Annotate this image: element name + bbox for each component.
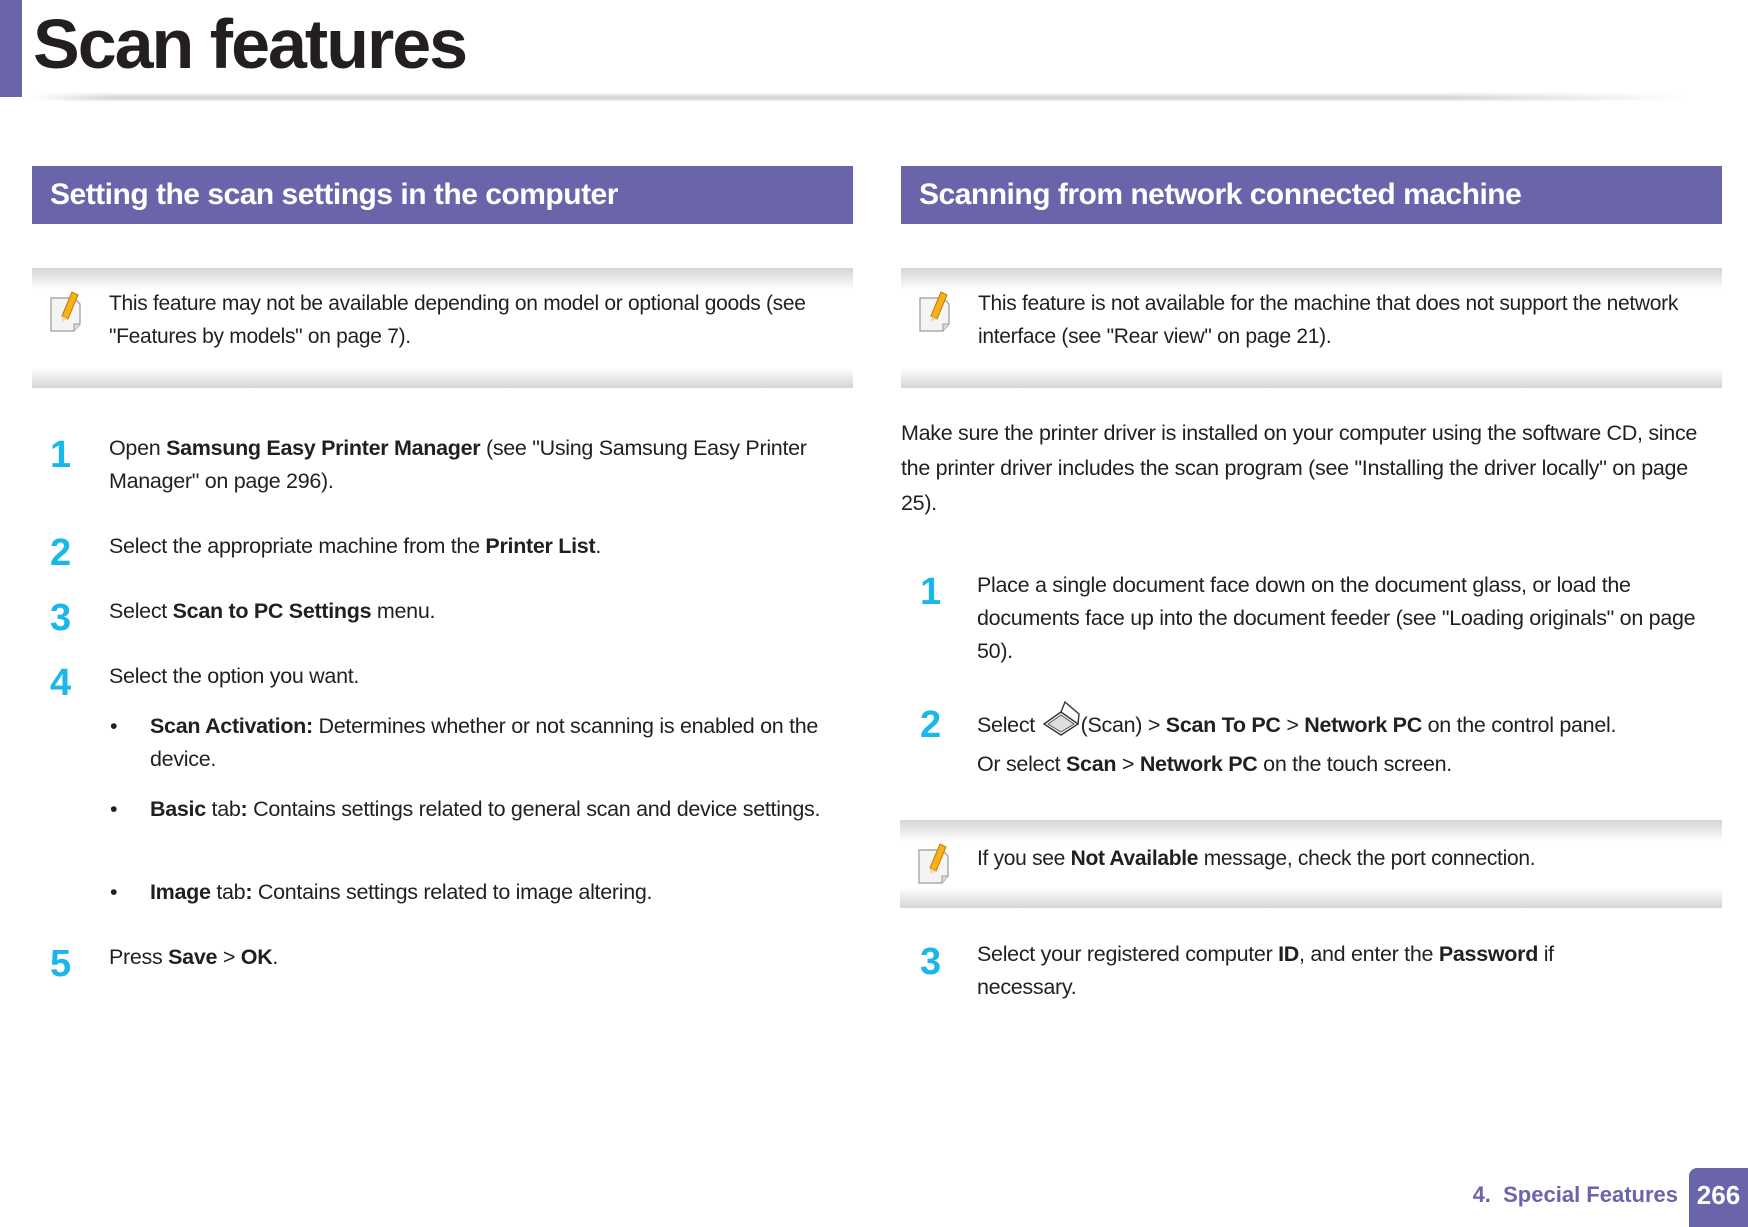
step-4-text: Select the option you want. <box>109 664 360 688</box>
step-3-text: Select Scan to PC Settings menu. <box>109 599 436 623</box>
note-text: If you see Not Available message, check … <box>977 847 1536 870</box>
step-2-text: Select (Scan) > Scan To PC > Network PC … <box>977 700 1737 742</box>
note-box-not-available: If you see Not Available message, check … <box>900 820 1722 908</box>
page-number-badge: 266 <box>1689 1168 1748 1227</box>
title-accent-bar <box>0 0 22 97</box>
step-number: 2 <box>920 704 942 746</box>
step-3-text: Select your registered computer ID, and … <box>977 942 1554 999</box>
bullet-item: • Basic tab: Contains settings related to… <box>110 797 821 821</box>
page-title: Scan features <box>33 5 468 83</box>
step-number: 1 <box>50 434 72 476</box>
step-number: 1 <box>920 571 942 613</box>
section-heading-left: Setting the scan settings in the compute… <box>32 166 853 224</box>
step-2-text: Select the appropriate machine from the … <box>109 534 602 558</box>
bullet-item: • Scan Activation: Determines whether or … <box>110 714 819 771</box>
note-box-right: This feature is not available for the ma… <box>901 268 1722 388</box>
step-number: 2 <box>50 532 72 574</box>
footer-chapter-label: 4. Special Features <box>1472 1182 1678 1207</box>
step-1-text: Open Samsung Easy Printer Manager (see "… <box>109 436 807 493</box>
step-1-text: Place a single document face down on the… <box>977 573 1696 663</box>
intro-paragraph: Make sure the printer driver is installe… <box>901 421 1698 515</box>
step-number: 3 <box>920 941 942 983</box>
title-rule <box>30 92 1690 102</box>
step-2-alt-text: Or select Scan > Network PC on the touch… <box>977 752 1452 776</box>
note-box-left: This feature may not be available depend… <box>32 268 853 388</box>
step-number: 4 <box>50 662 72 704</box>
note-pencil-icon <box>917 288 957 334</box>
scan-icon <box>1042 700 1080 736</box>
step-number: 5 <box>50 943 72 985</box>
note-pencil-icon <box>48 288 88 334</box>
bullet-item: • Image tab: Contains settings related to… <box>110 880 653 904</box>
section-heading-right: Scanning from network connected machine <box>901 166 1722 224</box>
note-pencil-icon <box>916 840 956 886</box>
step-5-text: Press Save > OK. <box>109 945 279 969</box>
note-text: This feature is not available for the ma… <box>978 292 1679 348</box>
note-text: This feature may not be available depend… <box>109 292 806 348</box>
step-number: 3 <box>50 597 72 639</box>
